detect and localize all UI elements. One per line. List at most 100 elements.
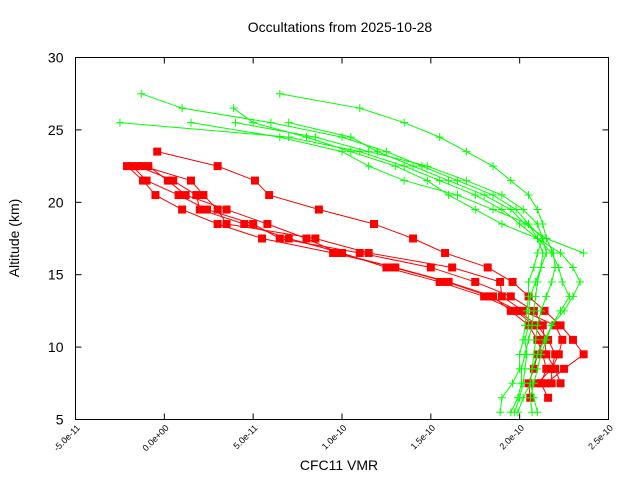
data-point-plus: [115, 118, 124, 127]
data-point-plus: [462, 147, 471, 156]
data-point-square: [542, 364, 551, 373]
data-point-plus: [558, 277, 567, 286]
data-point-plus: [275, 89, 284, 98]
data-point-plus: [346, 147, 355, 156]
data-point-plus: [520, 220, 529, 229]
series-5: [139, 162, 567, 388]
data-point-plus: [538, 234, 547, 243]
data-point-square: [144, 162, 153, 171]
data-point-square: [249, 220, 258, 229]
data-point-square: [240, 220, 249, 229]
series-10: [186, 118, 551, 417]
data-point-square: [485, 292, 494, 301]
data-point-plus: [528, 408, 537, 417]
data-point-plus: [284, 133, 293, 142]
data-point-plus: [489, 191, 498, 200]
data-point-plus: [480, 191, 489, 200]
data-point-plus: [364, 162, 373, 171]
data-point-plus: [515, 350, 524, 359]
data-point-plus: [568, 263, 577, 272]
data-point-plus: [533, 205, 542, 214]
data-point-square: [181, 191, 190, 200]
data-point-plus: [275, 133, 284, 142]
y-tick-label: 25: [48, 122, 64, 138]
data-point-square: [265, 191, 274, 200]
data-point-square: [133, 162, 142, 171]
data-point-plus: [526, 379, 535, 388]
data-point-square: [568, 335, 577, 344]
data-point-plus: [526, 393, 535, 402]
data-point-plus: [284, 118, 293, 127]
data-point-square: [542, 350, 551, 359]
data-point-plus: [453, 176, 462, 185]
data-point-square: [222, 205, 231, 214]
data-point-plus: [338, 147, 346, 156]
data-point-square: [382, 263, 391, 272]
data-point-plus: [524, 292, 533, 301]
data-point-square: [213, 220, 222, 229]
data-point-square: [263, 220, 272, 229]
x-tick-label: 0.0e+00: [140, 423, 170, 453]
series-12: [231, 118, 547, 417]
data-point-plus: [517, 379, 526, 388]
series-line: [148, 165, 556, 384]
data-point-square: [579, 350, 588, 359]
data-point-square: [538, 321, 547, 330]
series-7: [275, 89, 560, 417]
data-point-plus: [137, 89, 146, 98]
data-point-plus: [382, 147, 391, 156]
data-point-plus: [302, 133, 311, 142]
data-point-plus: [497, 393, 506, 402]
data-point-plus: [338, 133, 346, 142]
data-point-square: [163, 176, 172, 185]
data-point-square: [506, 306, 515, 315]
data-point-plus: [444, 176, 453, 185]
data-point-plus: [435, 133, 444, 142]
data-point-square: [483, 263, 492, 272]
data-point-square: [442, 277, 451, 286]
data-point-square: [542, 379, 551, 388]
data-point-plus: [311, 133, 320, 142]
data-point-plus: [489, 162, 498, 171]
data-point-plus: [231, 118, 240, 127]
data-point-plus: [524, 191, 533, 200]
series-line: [142, 165, 563, 384]
data-point-plus: [533, 350, 542, 359]
data-point-square: [142, 176, 151, 185]
data-point-plus: [519, 335, 528, 344]
data-point-square: [441, 248, 450, 257]
data-point-plus: [533, 220, 542, 229]
data-point-square: [334, 248, 343, 257]
data-point-square: [496, 277, 505, 286]
data-point-plus: [506, 205, 515, 214]
data-point-square: [195, 205, 204, 214]
data-point-plus: [409, 162, 418, 171]
data-point-square: [560, 364, 569, 373]
data-point-square: [128, 162, 137, 171]
data-point-square: [123, 162, 132, 171]
x-axis-label: CFC11 VMR: [300, 457, 378, 473]
series-8: [115, 118, 574, 417]
y-tick-label: 10: [48, 339, 64, 355]
data-point-plus: [536, 263, 545, 272]
x-tick-label: 2.5e-10: [586, 423, 615, 452]
data-point-plus: [554, 263, 563, 272]
data-point-plus: [528, 364, 537, 373]
data-point-square: [556, 321, 565, 330]
data-point-square: [480, 292, 489, 301]
x-tick-label: 5.0e-11: [231, 423, 259, 451]
series-2: [133, 162, 547, 402]
series-line: [233, 107, 581, 413]
data-point-plus: [533, 277, 542, 286]
data-point-plus: [497, 220, 506, 229]
data-point-square: [169, 176, 178, 185]
data-point-square: [202, 205, 211, 214]
data-point-plus: [346, 133, 355, 142]
x-tick-label: 2.0e-10: [497, 423, 526, 452]
x-tick-label: 1.0e-10: [320, 423, 349, 452]
data-point-plus: [542, 292, 551, 301]
series-1: [153, 147, 588, 388]
data-point-plus: [497, 205, 506, 214]
data-point-plus: [400, 162, 409, 171]
data-point-plus: [547, 321, 556, 330]
